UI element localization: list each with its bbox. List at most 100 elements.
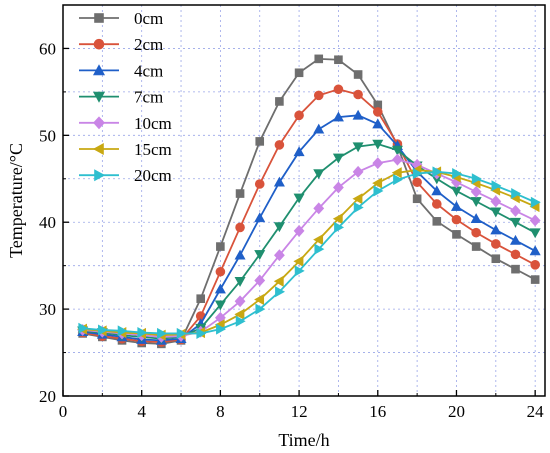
legend-marker <box>92 64 106 76</box>
legend-entry-15cm: 15cm <box>79 140 172 159</box>
data-point-0cm <box>353 70 363 79</box>
legend-marker <box>94 13 104 23</box>
data-point-7cm <box>332 153 344 164</box>
data-point-10cm <box>254 274 266 287</box>
data-point-4cm <box>214 283 226 294</box>
legend-entry-7cm: 7cm <box>79 88 163 107</box>
data-point-10cm <box>510 204 521 217</box>
series-20cm <box>78 166 541 339</box>
data-point-20cm <box>334 221 345 233</box>
x-tick-label: 4 <box>137 402 146 421</box>
data-point-10cm <box>490 195 502 208</box>
x-tick-label: 24 <box>527 402 545 421</box>
legend-entry-2cm: 2cm <box>79 35 163 54</box>
data-point-20cm <box>511 188 522 200</box>
y-tick-label: 50 <box>39 126 56 145</box>
data-point-4cm <box>372 118 384 129</box>
data-point-4cm <box>273 176 285 187</box>
y-axis-label: Temperature/°C <box>6 143 26 258</box>
data-point-20cm <box>78 322 89 334</box>
data-point-4cm <box>352 109 364 120</box>
legend-label: 4cm <box>134 61 163 80</box>
data-point-2cm <box>510 249 521 260</box>
legend: 0cm 2cm 4cm 7cm 10cm 15cm 20cm <box>79 9 172 185</box>
data-point-20cm <box>157 327 167 339</box>
data-point-20cm <box>393 174 404 186</box>
data-point-7cm <box>391 145 403 156</box>
data-point-0cm <box>412 194 422 204</box>
data-point-4cm <box>332 111 344 122</box>
data-point-15cm <box>273 275 284 287</box>
data-point-15cm <box>254 294 265 306</box>
data-point-4cm <box>234 249 246 260</box>
data-point-20cm <box>314 243 325 255</box>
data-point-7cm <box>313 169 325 180</box>
data-point-15cm <box>293 255 304 267</box>
data-point-10cm <box>313 202 325 215</box>
data-point-7cm <box>234 277 246 287</box>
data-point-7cm <box>273 222 285 233</box>
data-point-15cm <box>313 234 324 246</box>
data-point-0cm <box>471 242 481 251</box>
legend-label: 2cm <box>134 35 163 54</box>
legend-marker <box>92 91 106 103</box>
data-point-7cm <box>372 139 384 150</box>
data-point-10cm <box>470 185 482 198</box>
legend-marker <box>93 116 105 130</box>
data-point-7cm <box>529 228 541 239</box>
data-point-4cm <box>529 245 541 256</box>
data-point-20cm <box>452 168 463 180</box>
data-point-0cm <box>196 294 206 303</box>
data-point-0cm <box>314 54 324 64</box>
data-point-7cm <box>214 300 226 311</box>
data-point-2cm <box>274 140 285 150</box>
data-point-15cm <box>372 177 383 189</box>
legend-entry-20cm: 20cm <box>79 166 172 185</box>
data-point-7cm <box>509 217 521 228</box>
data-point-2cm <box>471 227 481 238</box>
data-point-2cm <box>451 214 462 225</box>
data-point-4cm <box>490 224 502 235</box>
data-point-15cm <box>332 213 343 225</box>
data-point-2cm <box>491 239 501 249</box>
legend-entry-0cm: 0cm <box>79 9 163 28</box>
data-point-10cm <box>529 214 541 227</box>
axis-ticks: 0 4 8 12 16 20 24 20 30 40 50 60 <box>39 39 544 421</box>
data-point-10cm <box>234 295 246 308</box>
data-point-4cm <box>293 146 305 157</box>
data-point-2cm <box>235 222 245 233</box>
data-point-20cm <box>412 168 423 180</box>
legend-label: 15cm <box>134 140 172 159</box>
data-point-4cm <box>254 212 266 223</box>
data-point-4cm <box>431 185 443 196</box>
data-point-10cm <box>333 181 344 194</box>
x-tick-label: 8 <box>216 402 225 421</box>
data-point-0cm <box>432 217 442 226</box>
data-point-4cm <box>313 123 325 134</box>
data-point-2cm <box>530 259 540 270</box>
legend-marker <box>92 142 104 156</box>
data-point-2cm <box>431 199 442 209</box>
legend-entry-10cm: 10cm <box>79 114 172 133</box>
data-point-20cm <box>373 185 384 197</box>
y-tick-label: 40 <box>39 213 56 232</box>
data-point-15cm <box>234 308 245 320</box>
data-point-7cm <box>254 250 266 260</box>
legend-marker <box>94 169 106 182</box>
data-point-7cm <box>352 142 364 153</box>
data-point-20cm <box>235 315 246 327</box>
data-point-15cm <box>391 167 402 179</box>
data-point-20cm <box>491 180 502 192</box>
data-point-4cm <box>450 200 462 211</box>
data-point-4cm <box>509 234 521 245</box>
data-point-2cm <box>254 179 265 189</box>
data-point-20cm <box>196 327 207 339</box>
data-point-0cm <box>491 254 501 264</box>
data-point-20cm <box>216 323 227 335</box>
data-point-0cm <box>294 68 304 78</box>
legend-marker <box>93 38 105 50</box>
legend-label: 7cm <box>134 88 163 107</box>
data-point-20cm <box>117 325 128 337</box>
data-point-10cm <box>372 157 384 170</box>
y-tick-label: 30 <box>39 300 56 319</box>
